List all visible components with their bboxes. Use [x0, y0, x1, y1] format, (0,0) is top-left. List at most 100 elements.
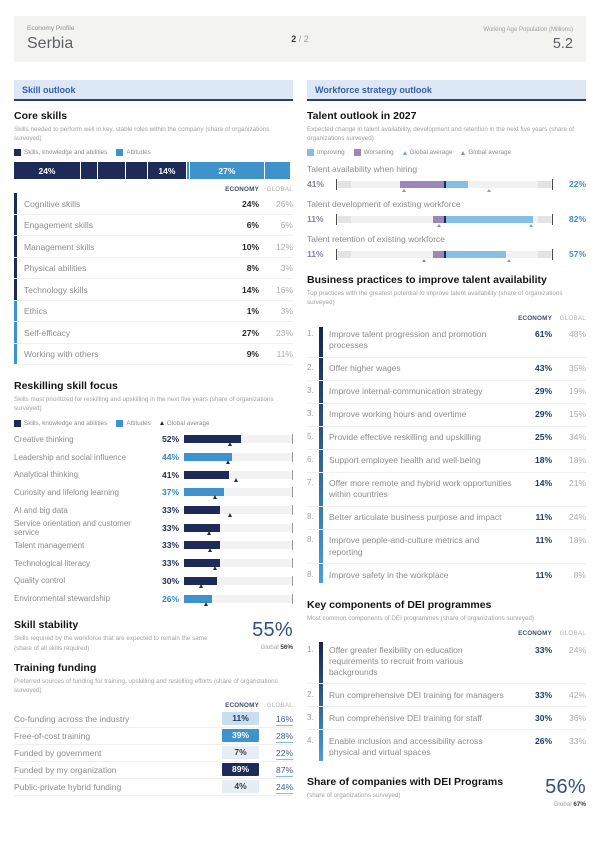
- rank-number: 7.: [307, 478, 314, 488]
- legend-label: Skills, knowledge and abilities: [24, 419, 108, 427]
- worsening-global-average-marker-icon: [402, 188, 407, 192]
- training-funding-row: Funded by my organization 89% 87%: [14, 762, 293, 779]
- reskilling-row: Analytical thinking 41%: [14, 466, 293, 484]
- legend-item: Skills, knowledge and abilities: [14, 149, 107, 157]
- global-value: 24%: [568, 512, 586, 523]
- dei-components-list: 1. Offer greater flexibility on education…: [307, 639, 586, 763]
- skill-bar: [184, 523, 220, 532]
- global-column-header: GLOBAL: [266, 186, 293, 194]
- skill-value: 33%: [161, 505, 179, 516]
- training-funding-row: Free-of-cost training 39% 28%: [14, 728, 293, 745]
- economy-value: 14%: [241, 284, 259, 295]
- legend-item: Skills, knowledge and abilities: [14, 419, 108, 427]
- legend-label: Improving: [317, 149, 345, 157]
- improving-global-average-marker-icon: [486, 188, 491, 192]
- business-practices-title: Business practices to improve talent ava…: [307, 274, 547, 287]
- report-kicker: Economy Profile: [27, 25, 75, 32]
- core-skill-row: Self-efficacy 27% 23%: [14, 322, 293, 344]
- global-average-marker-icon: [207, 530, 212, 535]
- economy-value: 25%: [534, 432, 552, 443]
- core-skill-row: Technology skills 14% 16%: [14, 279, 293, 301]
- economy-value: 26%: [534, 735, 552, 746]
- category-strip: [14, 214, 17, 236]
- bar-track: [184, 558, 293, 571]
- page-current: 2: [291, 34, 297, 44]
- legend-item: Global average: [402, 149, 453, 157]
- category-strip: [14, 300, 17, 322]
- bar-track: [184, 575, 293, 588]
- skill-label: Engagement skills: [24, 220, 93, 230]
- rank-number: 6.: [307, 455, 314, 465]
- economy-value: 33%: [534, 644, 552, 655]
- improving-bar: [444, 250, 507, 258]
- economy-column-header: ECONOMY: [518, 314, 552, 322]
- economy-value: 33%: [534, 689, 552, 700]
- track-endcap: [538, 180, 551, 188]
- economy-value: 24%: [241, 198, 259, 209]
- business-practices-description: Top practices with the greatest potentia…: [307, 290, 563, 307]
- working-age-population-label: Working Age Population (Millions): [483, 26, 574, 33]
- bar-track: [184, 469, 293, 482]
- core-skills-stacked-bar: 24% 14% 27%: [14, 162, 293, 180]
- legend-label: Global average: [409, 149, 453, 157]
- legend-swatch-icon: [116, 419, 124, 427]
- reskilling-row: Leadership and social influence 44%: [14, 448, 293, 466]
- funding-source-label: Free-of-cost training: [14, 730, 91, 741]
- practice-label: Run comprehensive DEI training for staff: [329, 712, 482, 723]
- worsening-global-average-marker-icon: [421, 258, 426, 262]
- axis-tick-icon: [336, 178, 337, 190]
- economy-value: 30%: [534, 712, 552, 723]
- improving-global-average-marker-icon: [506, 258, 511, 262]
- skill-label: Leadership and social influence: [14, 452, 127, 462]
- skill-label: Analytical thinking: [14, 470, 79, 480]
- section-header-workforce-strategy: Workforce strategy outlook: [307, 80, 586, 101]
- practice-label: Offer higher wages: [329, 363, 401, 374]
- reskilling-bar-chart: Creative thinking 52% Leadership and socia…: [14, 431, 293, 608]
- track-endcap: [538, 215, 551, 223]
- skill-bar: [184, 470, 229, 479]
- economy-value: 7%: [222, 746, 259, 760]
- training-funding-column-headers: ECONOMY GLOBAL: [14, 702, 293, 709]
- improving-bar: [444, 180, 469, 188]
- skill-value: 30%: [161, 575, 179, 586]
- header-left: Economy Profile Serbia: [27, 25, 291, 53]
- global-value: 23%: [275, 327, 293, 338]
- dei-share-value-block: 56% Global 67%: [522, 776, 586, 808]
- ranked-row: 6. Support employee health and well-being…: [307, 450, 586, 473]
- legend-item: Improving: [307, 149, 345, 157]
- stacked-segment: [80, 162, 98, 180]
- global-average-marker-icon: [203, 601, 208, 606]
- global-column-header: GLOBAL: [559, 630, 586, 638]
- improving-value: 82%: [568, 214, 586, 225]
- ranked-row: 1. Improve talent progression and promoti…: [307, 324, 586, 358]
- rank-number: 2.: [307, 363, 314, 373]
- core-skill-row: Working with others 9% 11%: [14, 343, 293, 366]
- talent-metric-label: Talent availability when hiring: [307, 164, 418, 175]
- bar-track: [184, 540, 293, 553]
- bar-track: [184, 505, 293, 518]
- global-value: 24%: [568, 644, 586, 655]
- practice-label: Enable inclusion and accessibility acros…: [329, 735, 483, 758]
- center-divider: [443, 250, 446, 258]
- ranked-row: 8. Improve people-and-culture metrics and…: [307, 530, 586, 565]
- economy-value: 10%: [241, 241, 259, 252]
- rank-number: 8.: [307, 535, 314, 545]
- skill-value: 37%: [161, 487, 179, 498]
- dei-share-text: Share of companies with DEI Programs (sh…: [307, 776, 522, 808]
- legend-swatch-icon: [116, 149, 124, 157]
- dei-share-value: 56%: [545, 775, 586, 798]
- economy-value: 29%: [534, 386, 552, 397]
- rank-number: 2.: [307, 689, 314, 699]
- skill-label: Working with others: [24, 349, 99, 359]
- skill-bar: [184, 559, 220, 568]
- global-value-text: 24%: [275, 781, 293, 794]
- skill-stability-value-block: 55% Global 56%: [229, 619, 293, 652]
- training-funding-description: Preferred sources of funding for trainin…: [14, 677, 278, 694]
- global-value: 16%: [275, 284, 293, 295]
- global-average-marker-icon: [159, 421, 164, 425]
- workforce-strategy-column: Workforce strategy outlook Talent outloo…: [307, 80, 586, 808]
- reskilling-title: Reskilling skill focus: [14, 380, 118, 393]
- legend-swatch-icon: [14, 419, 21, 427]
- training-funding-row: Co-funding across the industry 11% 16%: [14, 711, 293, 728]
- reskilling-description: Skills most prioritized for reskilling a…: [14, 396, 274, 413]
